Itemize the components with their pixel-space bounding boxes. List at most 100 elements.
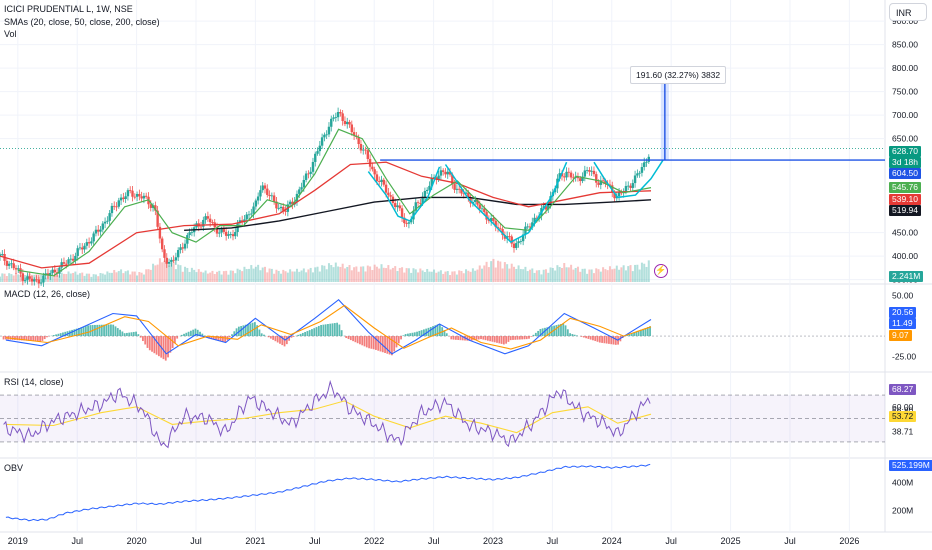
candle-body	[158, 226, 162, 239]
volume-bar	[385, 268, 388, 282]
macd-histogram-bar	[354, 336, 357, 343]
pattern-curve	[444, 161, 568, 244]
candle-body	[448, 171, 452, 175]
volume-bar	[83, 275, 86, 282]
volume-bar	[599, 271, 602, 282]
macd-histogram-bar	[171, 336, 174, 348]
macd-histogram-bar	[475, 336, 478, 340]
volume-bar	[72, 272, 75, 282]
volume-bar	[417, 272, 420, 282]
candle-body	[462, 193, 465, 195]
volume-bar	[49, 275, 52, 282]
macd-histogram-bar	[514, 336, 517, 340]
x-tick-label: Jul	[190, 536, 202, 546]
volume-bar	[268, 268, 271, 282]
macd-histogram-bar	[32, 336, 35, 342]
candle-body	[231, 234, 235, 237]
macd-histogram-bar	[281, 336, 284, 346]
candle-body	[316, 151, 319, 154]
volume-bar	[549, 267, 552, 282]
macd-histogram-bar	[162, 336, 165, 360]
candle-body	[284, 210, 287, 212]
candle-body	[176, 250, 180, 258]
volume-bar	[483, 265, 486, 282]
volume-bar	[120, 269, 123, 282]
macd-histogram-bar	[349, 336, 352, 341]
candle-body	[78, 247, 82, 249]
macd-histogram-bar	[228, 336, 231, 338]
volume-bar	[572, 269, 575, 282]
macd-histogram-bar	[571, 334, 574, 337]
macd-histogram-bar	[52, 335, 55, 337]
candle-body	[592, 170, 596, 175]
macd-histogram-bar	[557, 324, 560, 337]
macd-histogram-bar	[324, 324, 327, 337]
volume-bar	[595, 268, 598, 282]
macd-histogram-bar	[46, 336, 48, 338]
candle-body	[122, 197, 125, 200]
macd-histogram-bar	[580, 336, 583, 337]
macd-histogram-bar	[480, 336, 482, 340]
x-tick-label: Jul	[309, 536, 321, 546]
volume-bar	[439, 270, 442, 282]
volume-bar	[99, 273, 102, 282]
macd-histogram-bar	[311, 329, 313, 337]
volume-bar	[540, 274, 543, 282]
macd-histogram-bar	[158, 336, 160, 357]
candle-body	[138, 193, 141, 197]
volume-bar	[316, 266, 319, 282]
candle-body	[119, 197, 123, 201]
candle-body	[202, 219, 205, 227]
candle-body	[108, 213, 111, 221]
volume-bar	[307, 269, 310, 282]
volume-bar	[394, 266, 397, 282]
volume-bar	[163, 260, 166, 282]
macd-histogram-bar	[491, 336, 494, 342]
candle-body	[268, 194, 271, 197]
macd-histogram-bar	[635, 331, 638, 337]
volume-bar	[218, 270, 221, 282]
macd-histogram-bar	[263, 334, 265, 337]
volume-bar	[67, 271, 70, 282]
macd-histogram-bar	[240, 326, 243, 337]
candle-body	[7, 263, 11, 266]
macd-histogram-bar	[20, 336, 23, 341]
breakout-tag: 604.50	[889, 168, 921, 179]
candle-body	[142, 195, 146, 199]
candle-body	[131, 190, 134, 197]
candle-body	[163, 249, 166, 258]
measure-label: 191.60 (32.27%) 3832	[630, 66, 727, 84]
volume-bar	[147, 269, 150, 282]
rsi-tick-label: 60.00	[892, 402, 914, 412]
macd-histogram-bar	[201, 333, 204, 337]
volume-bar	[186, 267, 189, 282]
macd-histogram-bar	[500, 336, 503, 344]
lightning-icon[interactable]: ⚡	[654, 264, 668, 278]
macd-histogram-bar	[630, 333, 633, 337]
macd-histogram-bar	[123, 333, 126, 337]
candle-body	[348, 121, 351, 125]
macd-histogram-bar	[562, 323, 565, 337]
macd-histogram-bar	[512, 336, 514, 340]
sma20-line	[17, 128, 652, 277]
currency-button[interactable]: INR	[889, 3, 927, 21]
macd-histogram-bar	[39, 336, 42, 342]
volume-bar	[430, 271, 433, 282]
candle-body	[261, 185, 264, 191]
candle-body	[544, 206, 548, 210]
candle-body	[499, 228, 502, 230]
macd-histogram-bar	[553, 325, 556, 337]
volume-bar	[227, 274, 230, 282]
candle-body	[17, 268, 20, 270]
volume-bar	[33, 274, 36, 282]
volume-bar	[355, 266, 358, 282]
macd-histogram-bar	[269, 336, 272, 339]
macd-histogram-bar	[137, 334, 140, 337]
candle-body	[87, 242, 91, 244]
volume-bar	[597, 269, 600, 282]
candle-body	[160, 238, 164, 250]
macd-histogram-bar	[468, 336, 471, 341]
candle-body	[250, 213, 253, 215]
macd-histogram-bar	[82, 326, 85, 337]
